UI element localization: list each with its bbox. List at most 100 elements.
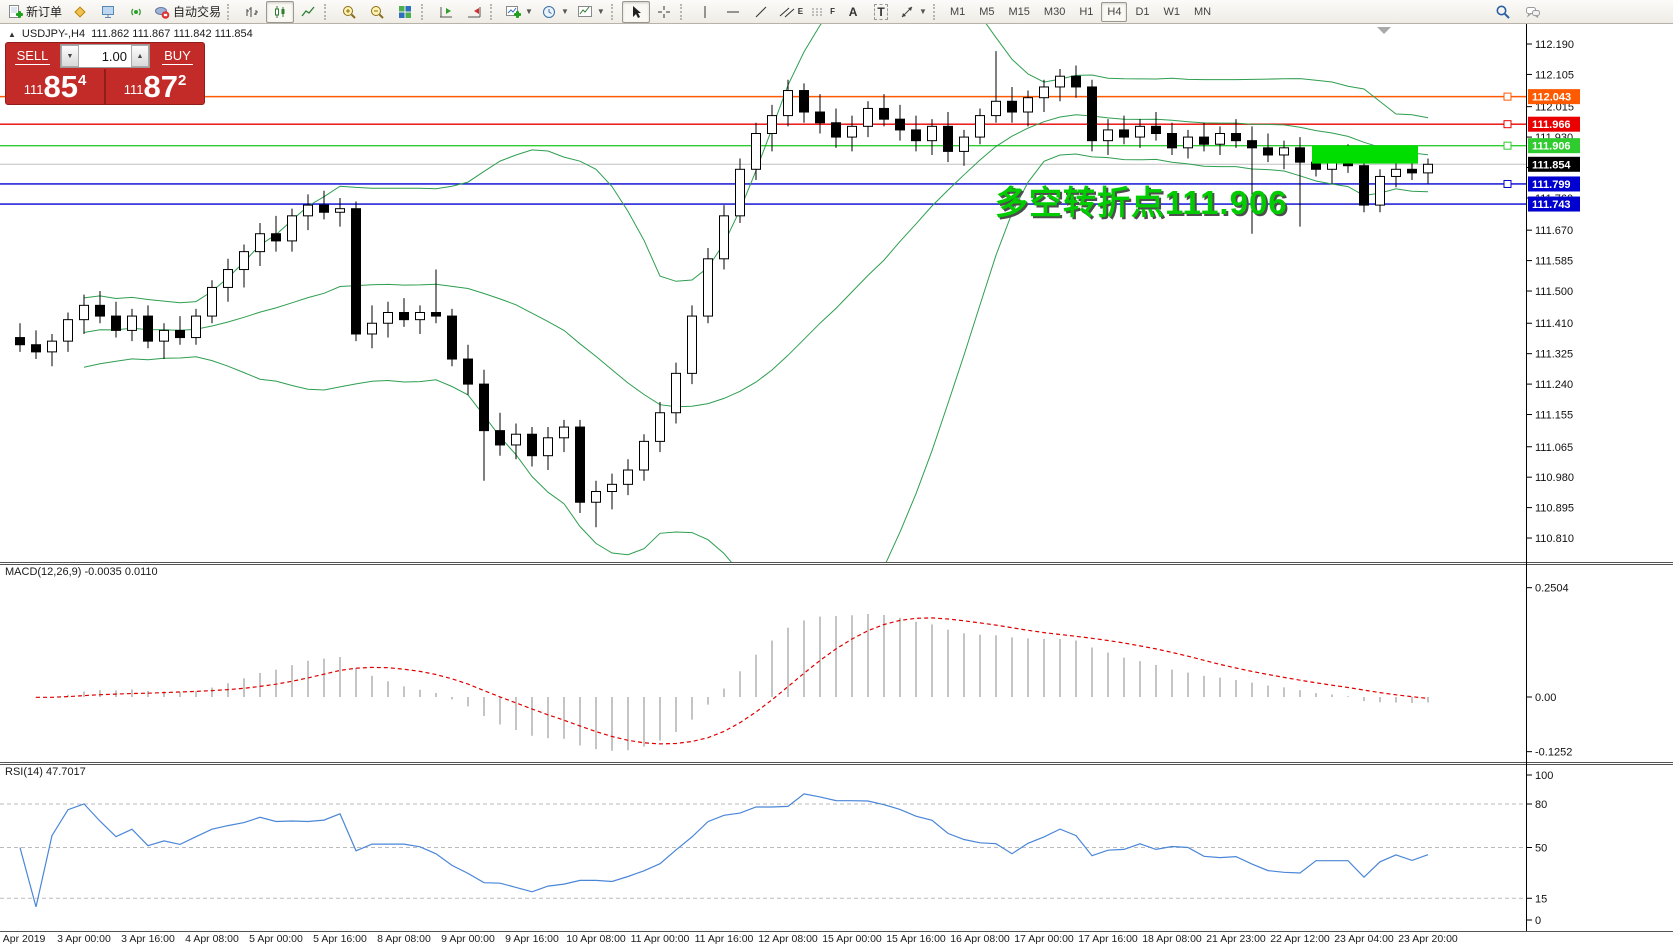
candle-bullish (991, 100, 1001, 117)
channel-letter: E (797, 7, 804, 16)
text-button[interactable]: A (839, 1, 867, 23)
candle-bearish (479, 383, 489, 432)
candle-bullish (591, 491, 601, 503)
profiles-button[interactable] (66, 1, 94, 23)
rsi-line (19, 793, 1429, 908)
search-icon[interactable] (1495, 4, 1511, 20)
collapse-arrow-icon[interactable]: ▲ (8, 29, 16, 39)
timeframe-button-M5[interactable]: M5 (979, 5, 995, 18)
channel-button[interactable]: E (775, 1, 807, 23)
candle-bullish (735, 168, 745, 217)
timeframe-button-M30[interactable]: M30 (1043, 5, 1066, 18)
vertical-line-button[interactable] (691, 1, 719, 23)
crosshair-button[interactable] (650, 1, 678, 23)
horizontal-line-button[interactable] (719, 1, 747, 23)
candle-bullish (1103, 129, 1113, 142)
candle-bearish (527, 433, 537, 457)
chart-title: ▲ USDJPY-,H4 111.862 111.867 111.842 111… (8, 28, 253, 40)
candle-bearish (1007, 100, 1017, 113)
macd-axis-tick: 0.00 (1535, 692, 1556, 704)
signals-button[interactable] (122, 1, 150, 23)
rsi-indicator-panel[interactable]: 100 80 50 15 0 (0, 762, 1673, 932)
candle-bullish (1023, 97, 1033, 113)
time-axis-label: 12 Apr 08:00 (758, 933, 818, 945)
time-axis-label: 9 Apr 16:00 (505, 933, 559, 945)
text-label-button[interactable]: T (867, 1, 895, 23)
auto-trading-button[interactable]: 自动交易 (150, 1, 225, 23)
time-axis-label: 21 Apr 23:00 (1206, 933, 1266, 945)
tile-windows-button[interactable] (391, 1, 419, 23)
candle-bullish (223, 269, 233, 288)
candle-bearish (1231, 133, 1241, 142)
macd-indicator-panel[interactable]: 0.2504 0.00 -0.1252 (0, 562, 1673, 762)
volume-decrease-button[interactable]: ▼ (61, 45, 79, 67)
timeframe-button-M1[interactable]: M1 (949, 5, 966, 18)
trendline-button[interactable] (747, 1, 775, 23)
fibonacci-button[interactable]: F (807, 1, 839, 23)
price-axis-tick: 112.105 (1535, 69, 1574, 81)
channel-icon (779, 7, 795, 17)
auto-trading-icon (155, 6, 170, 19)
main-price-chart[interactable]: 112.190112.105112.015111.930111.845111.7… (0, 24, 1673, 562)
candle-bearish (175, 329, 185, 339)
candle-bearish (111, 315, 121, 331)
timeframe-button-M15[interactable]: M15 (1008, 5, 1030, 18)
buy-button[interactable]: BUY (162, 47, 193, 65)
timeframe-button-H4[interactable]: H4 (1101, 1, 1128, 22)
auto-scroll-button[interactable] (460, 1, 488, 23)
price-axis-tick: 110.980 (1535, 472, 1574, 484)
price-axis-tick: 112.015 (1535, 102, 1574, 114)
price-badge (1528, 138, 1580, 154)
time-axis-label: 11 Apr 16:00 (694, 933, 754, 945)
zoom-out-button[interactable] (363, 1, 391, 23)
timeframe-button-H1[interactable]: H1 (1079, 5, 1094, 18)
chat-icon[interactable] (1525, 4, 1541, 20)
candle-bearish (831, 122, 841, 138)
market-watch-button[interactable] (94, 1, 122, 23)
candle-bearish (31, 344, 41, 353)
price-badge (1528, 89, 1580, 105)
volume-increase-button[interactable]: ▲ (131, 45, 149, 67)
candle-bullish (383, 312, 393, 324)
dropdown-arrow-icon: ▼ (560, 7, 569, 16)
periods-button[interactable]: ▼ (537, 1, 573, 23)
toolbar-grip (324, 3, 331, 20)
candle-bullish (1215, 133, 1225, 145)
chart-text-annotation: 多空转折点111.906 (995, 184, 1288, 221)
timeframe-button-W1[interactable]: W1 (1163, 5, 1181, 18)
candle-bullish (959, 136, 969, 152)
new-order-button[interactable]: 新订单 (3, 1, 66, 23)
rsi-axis-tick: 80 (1535, 799, 1547, 811)
new-order-icon (9, 4, 23, 18)
time-axis: 2 Apr 2019 3 Apr 00:00 3 Apr 16:00 4 Apr 08… (0, 932, 1673, 947)
shapes-button[interactable]: ▼ (895, 1, 931, 23)
cursor-button[interactable] (621, 0, 650, 23)
sell-price[interactable]: 111 85 4 (23, 69, 87, 104)
candlestick-chart-button[interactable] (266, 0, 295, 23)
time-axis-label: 15 Apr 16:00 (886, 933, 946, 945)
buy-price[interactable]: 111 87 2 (123, 69, 187, 104)
candle-bullish (159, 329, 169, 342)
line-chart-button[interactable] (294, 1, 322, 23)
horizontal-line-icon (726, 11, 739, 12)
time-axis-label: 23 Apr 04:00 (1334, 933, 1394, 945)
one-click-trading-widget: SELL ▼ 1.00 ▲ BUY 111 85 4 111 87 2 (5, 42, 205, 105)
volume-spinner: ▼ 1.00 ▲ (60, 44, 150, 68)
timeframe-button-MN[interactable]: MN (1194, 5, 1212, 18)
indicators-button[interactable]: ▼ (501, 1, 537, 23)
candle-bearish (495, 430, 505, 446)
bar-chart-button[interactable] (238, 1, 266, 23)
zoom-in-button[interactable] (335, 1, 363, 23)
sell-button[interactable]: SELL (14, 47, 51, 65)
zoom-out-icon (371, 5, 384, 19)
timeframe-button-D1[interactable]: D1 (1135, 5, 1150, 18)
chart-shift-button[interactable] (432, 1, 460, 23)
time-axis-label: 18 Apr 08:00 (1142, 933, 1202, 945)
dropdown-arrow-icon: ▼ (919, 7, 927, 16)
templates-button[interactable]: ▼ (573, 1, 609, 23)
tile-windows-icon (399, 5, 412, 18)
candle-bullish (1375, 175, 1385, 206)
candle-bullish (1423, 163, 1433, 174)
candle-bullish (79, 304, 89, 321)
volume-input[interactable]: 1.00 (101, 48, 127, 64)
